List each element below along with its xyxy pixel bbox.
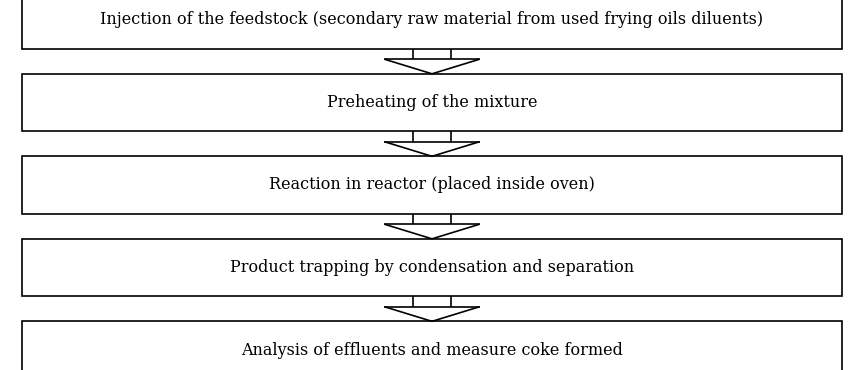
Text: Product trapping by condensation and separation: Product trapping by condensation and sep…	[230, 259, 634, 276]
Bar	[22, 239, 842, 296]
Bar	[22, 321, 842, 370]
Text: Injection of the feedstock (secondary raw material from used frying oils diluent: Injection of the feedstock (secondary ra…	[100, 11, 764, 28]
Bar	[22, 0, 842, 48]
Text: Reaction in reactor (placed inside oven): Reaction in reactor (placed inside oven)	[269, 176, 595, 194]
Bar	[22, 156, 842, 213]
Text: Analysis of effluents and measure coke formed: Analysis of effluents and measure coke f…	[241, 342, 623, 359]
Bar	[22, 74, 842, 131]
Text: Preheating of the mixture: Preheating of the mixture	[327, 94, 537, 111]
